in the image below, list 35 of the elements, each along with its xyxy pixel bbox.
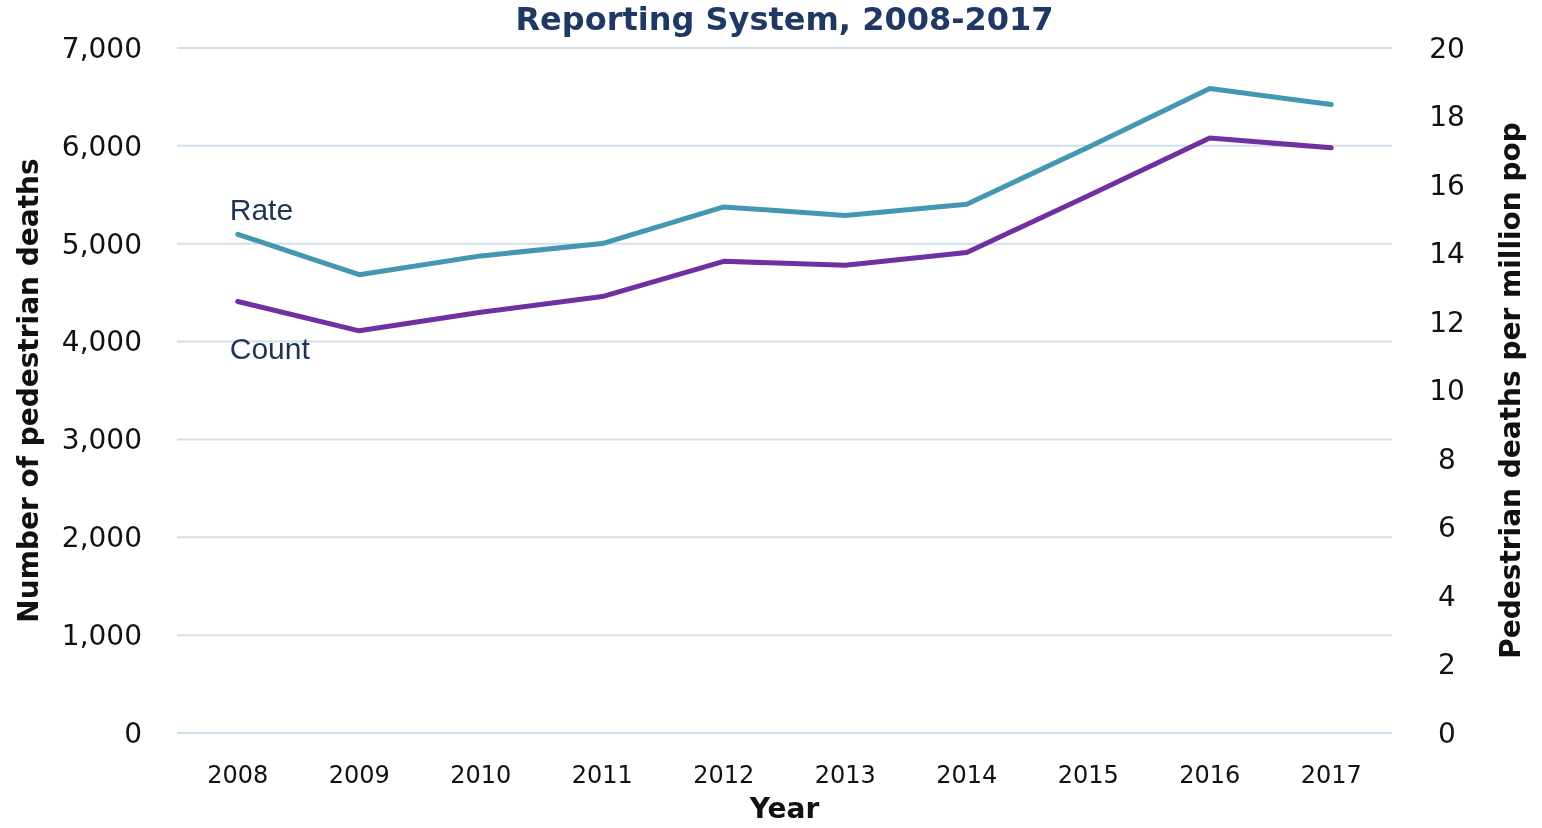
series-label: Count: [229, 332, 311, 366]
y-tick-label: 0: [124, 716, 142, 750]
y2-tick-label: 20: [1429, 31, 1465, 65]
y2-tick-label: 10: [1429, 374, 1465, 408]
y-tick-label: 7,000: [61, 31, 142, 65]
x-tick-label: 2015: [1057, 761, 1119, 789]
x-tick-label: 2008: [207, 761, 269, 789]
y2-tick-label: 0: [1438, 716, 1456, 750]
x-tick-label: 2009: [328, 761, 390, 789]
y-axis-title: Number of pedestrian deaths: [12, 158, 45, 623]
y-tick-label: 1,000: [61, 618, 142, 652]
y-tick-label: 2,000: [61, 521, 142, 555]
y2-axis-title: Pedestrian deaths per million pop: [1494, 122, 1527, 659]
y-tick-label: 5,000: [61, 227, 142, 261]
x-tick-label: 2013: [814, 761, 876, 789]
x-axis-title: Year: [748, 792, 820, 825]
y2-tick-label: 8: [1438, 442, 1456, 476]
series-label: Rate: [229, 193, 294, 227]
y2-tick-label: 16: [1429, 168, 1465, 202]
y2-tick-label: 6: [1438, 511, 1456, 545]
x-tick-label: 2014: [936, 761, 998, 789]
y2-tick-label: 14: [1429, 237, 1465, 271]
y2-tick-label: 2: [1438, 648, 1456, 682]
y-tick-label: 3,000: [61, 423, 142, 457]
x-tick-label: 2010: [450, 761, 512, 789]
x-tick-label: 2017: [1300, 761, 1362, 789]
y-tick-label: 6,000: [61, 129, 142, 163]
y2-tick-label: 12: [1429, 305, 1465, 339]
x-tick-label: 2011: [571, 761, 633, 789]
chart-title: Reporting System, 2008-2017: [515, 0, 1054, 38]
y2-tick-label: 4: [1438, 579, 1456, 613]
x-tick-label: 2012: [693, 761, 755, 789]
x-tick-label: 2016: [1179, 761, 1241, 789]
y-tick-label: 4,000: [61, 325, 142, 359]
y2-tick-label: 18: [1429, 100, 1465, 134]
